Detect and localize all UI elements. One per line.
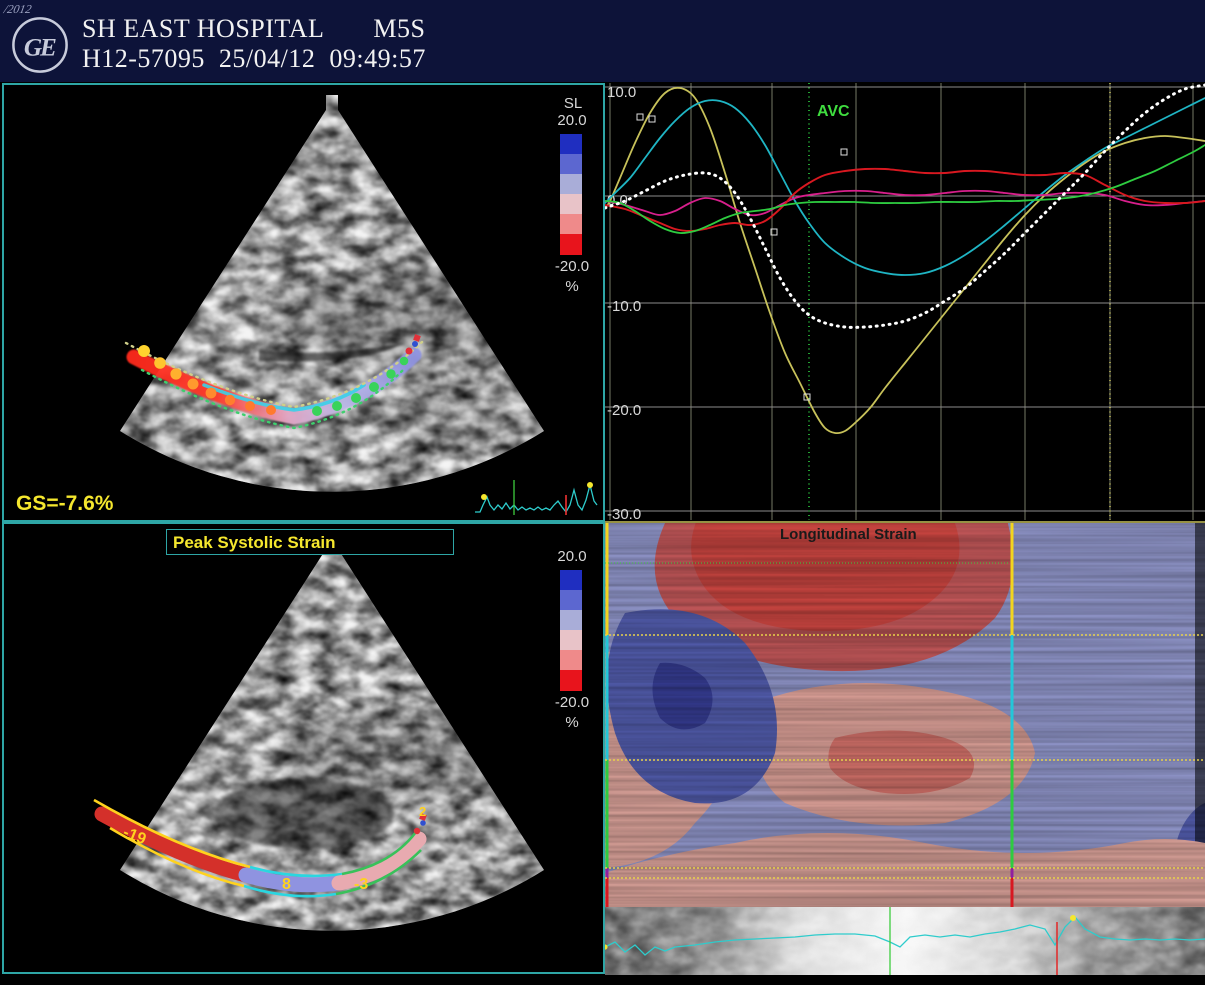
svg-text:8: 8 — [282, 876, 291, 893]
svg-text:-30.0: -30.0 — [607, 506, 641, 520]
svg-text:GE: GE — [24, 35, 56, 62]
svg-text:10.0: 10.0 — [607, 84, 636, 101]
svg-text:-3: -3 — [354, 876, 368, 893]
svg-text:-20.0: -20.0 — [607, 402, 641, 419]
svg-text:2: 2 — [419, 804, 426, 819]
svg-text:AVC: AVC — [817, 103, 850, 120]
svg-text:-10.0: -10.0 — [607, 298, 641, 315]
